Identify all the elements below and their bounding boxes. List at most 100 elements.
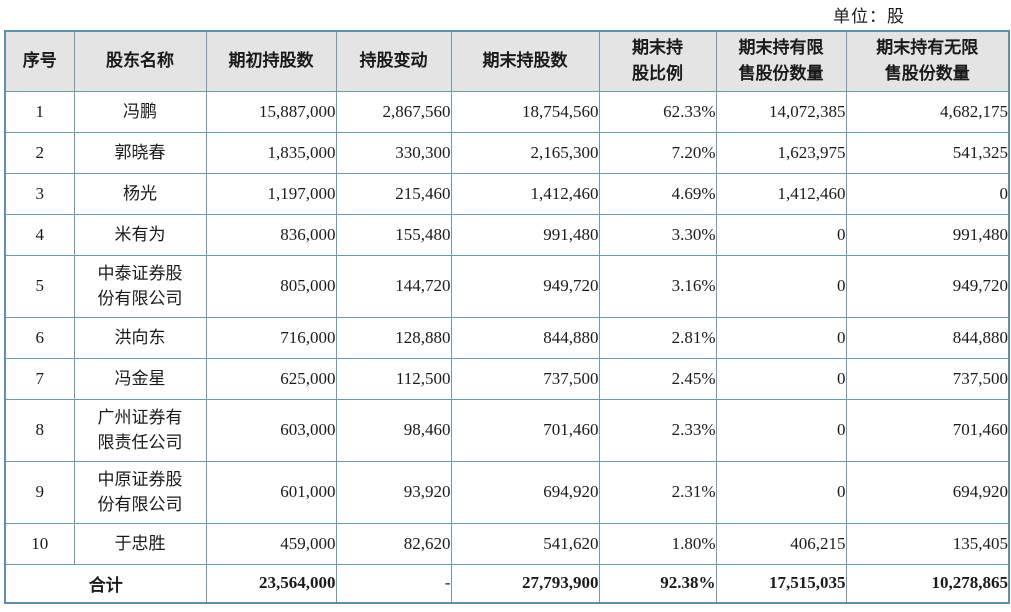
cell-ratio: 2.33% [598, 398, 717, 462]
cell-no: 2 [4, 131, 75, 174]
cell-end: 2,165,300 [450, 131, 600, 174]
table-row: 4 米有为 836,000 155,480 991,480 3.30% 0 99… [4, 213, 1010, 256]
cell-unrestricted: 991,480 [845, 213, 1010, 256]
cell-restricted: 1,623,975 [715, 131, 847, 174]
cell-end: 541,620 [450, 522, 600, 565]
cell-change: 112,500 [335, 357, 452, 400]
total-restricted: 17,515,035 [715, 563, 847, 604]
cell-change: 2,867,560 [335, 90, 452, 133]
cell-begin: 625,000 [205, 357, 337, 400]
cell-no: 3 [4, 172, 75, 215]
cell-end: 18,754,560 [450, 90, 600, 133]
cell-no: 10 [4, 522, 75, 565]
cell-begin: 601,000 [205, 460, 337, 524]
cell-change: 128,880 [335, 316, 452, 359]
cell-end: 844,880 [450, 316, 600, 359]
cell-restricted: 0 [715, 357, 847, 400]
shareholders-table: 序号 股东名称 期初持股数 持股变动 期末持股数 期末持 股比例 期末持有限 售… [4, 30, 1010, 604]
cell-ratio: 1.80% [598, 522, 717, 565]
cell-begin: 603,000 [205, 398, 337, 462]
cell-begin: 1,197,000 [205, 172, 337, 215]
cell-name: 广州证券有 限责任公司 [73, 398, 207, 462]
cell-change: 330,300 [335, 131, 452, 174]
table-row: 8 广州证券有 限责任公司 603,000 98,460 701,460 2.3… [4, 398, 1010, 462]
table-total-row: 合计 23,564,000 - 27,793,900 92.38% 17,515… [4, 563, 1010, 604]
table-row: 2 郭晓春 1,835,000 330,300 2,165,300 7.20% … [4, 131, 1010, 174]
total-unrestricted: 10,278,865 [845, 563, 1010, 604]
cell-begin: 1,835,000 [205, 131, 337, 174]
cell-name: 冯鹏 [73, 90, 207, 133]
cell-unrestricted: 737,500 [845, 357, 1010, 400]
cell-no: 4 [4, 213, 75, 256]
cell-restricted: 0 [715, 316, 847, 359]
cell-ratio: 3.30% [598, 213, 717, 256]
cell-no: 8 [4, 398, 75, 462]
cell-ratio: 2.45% [598, 357, 717, 400]
cell-no: 5 [4, 254, 75, 318]
cell-ratio: 3.16% [598, 254, 717, 318]
total-ratio: 92.38% [598, 563, 717, 604]
cell-no: 1 [4, 90, 75, 133]
header-no: 序号 [4, 30, 75, 92]
cell-unrestricted: 949,720 [845, 254, 1010, 318]
cell-name: 杨光 [73, 172, 207, 215]
cell-restricted: 1,412,460 [715, 172, 847, 215]
cell-unrestricted: 541,325 [845, 131, 1010, 174]
header-restricted: 期末持有限 售股份数量 [715, 30, 847, 92]
cell-change: 98,460 [335, 398, 452, 462]
table-row: 5 中泰证券股 份有限公司 805,000 144,720 949,720 3.… [4, 254, 1010, 318]
cell-no: 6 [4, 316, 75, 359]
cell-restricted: 406,215 [715, 522, 847, 565]
table-row: 3 杨光 1,197,000 215,460 1,412,460 4.69% 1… [4, 172, 1010, 215]
cell-restricted: 0 [715, 460, 847, 524]
cell-name: 冯金星 [73, 357, 207, 400]
table-row: 7 冯金星 625,000 112,500 737,500 2.45% 0 73… [4, 357, 1010, 400]
cell-begin: 459,000 [205, 522, 337, 565]
cell-no: 9 [4, 460, 75, 524]
cell-begin: 15,887,000 [205, 90, 337, 133]
cell-end: 949,720 [450, 254, 600, 318]
total-change: - [335, 563, 452, 604]
cell-ratio: 62.33% [598, 90, 717, 133]
table-row: 1 冯鹏 15,887,000 2,867,560 18,754,560 62.… [4, 90, 1010, 133]
cell-name: 米有为 [73, 213, 207, 256]
cell-unrestricted: 0 [845, 172, 1010, 215]
total-begin: 23,564,000 [205, 563, 337, 604]
table-row: 6 洪向东 716,000 128,880 844,880 2.81% 0 84… [4, 316, 1010, 359]
cell-ratio: 7.20% [598, 131, 717, 174]
table-header-row: 序号 股东名称 期初持股数 持股变动 期末持股数 期末持 股比例 期末持有限 售… [4, 30, 1010, 92]
cell-restricted: 0 [715, 398, 847, 462]
header-end: 期末持股数 [450, 30, 600, 92]
cell-change: 93,920 [335, 460, 452, 524]
cell-name: 于忠胜 [73, 522, 207, 565]
cell-end: 991,480 [450, 213, 600, 256]
cell-change: 155,480 [335, 213, 452, 256]
cell-change: 215,460 [335, 172, 452, 215]
cell-restricted: 14,072,385 [715, 90, 847, 133]
cell-end: 737,500 [450, 357, 600, 400]
cell-begin: 836,000 [205, 213, 337, 256]
header-unrestricted: 期末持有无限 售股份数量 [845, 30, 1010, 92]
cell-unrestricted: 135,405 [845, 522, 1010, 565]
cell-end: 1,412,460 [450, 172, 600, 215]
cell-begin: 716,000 [205, 316, 337, 359]
cell-change: 144,720 [335, 254, 452, 318]
cell-unrestricted: 844,880 [845, 316, 1010, 359]
cell-end: 701,460 [450, 398, 600, 462]
header-begin: 期初持股数 [205, 30, 337, 92]
cell-ratio: 2.31% [598, 460, 717, 524]
cell-unrestricted: 701,460 [845, 398, 1010, 462]
cell-change: 82,620 [335, 522, 452, 565]
cell-name: 洪向东 [73, 316, 207, 359]
cell-end: 694,920 [450, 460, 600, 524]
header-name: 股东名称 [73, 30, 207, 92]
table-row: 9 中原证券股 份有限公司 601,000 93,920 694,920 2.3… [4, 460, 1010, 524]
cell-unrestricted: 4,682,175 [845, 90, 1010, 133]
cell-unrestricted: 694,920 [845, 460, 1010, 524]
table-row: 10 于忠胜 459,000 82,620 541,620 1.80% 406,… [4, 522, 1010, 565]
cell-restricted: 0 [715, 254, 847, 318]
cell-begin: 805,000 [205, 254, 337, 318]
header-change: 持股变动 [335, 30, 452, 92]
unit-label: 单位：股 [833, 7, 905, 26]
